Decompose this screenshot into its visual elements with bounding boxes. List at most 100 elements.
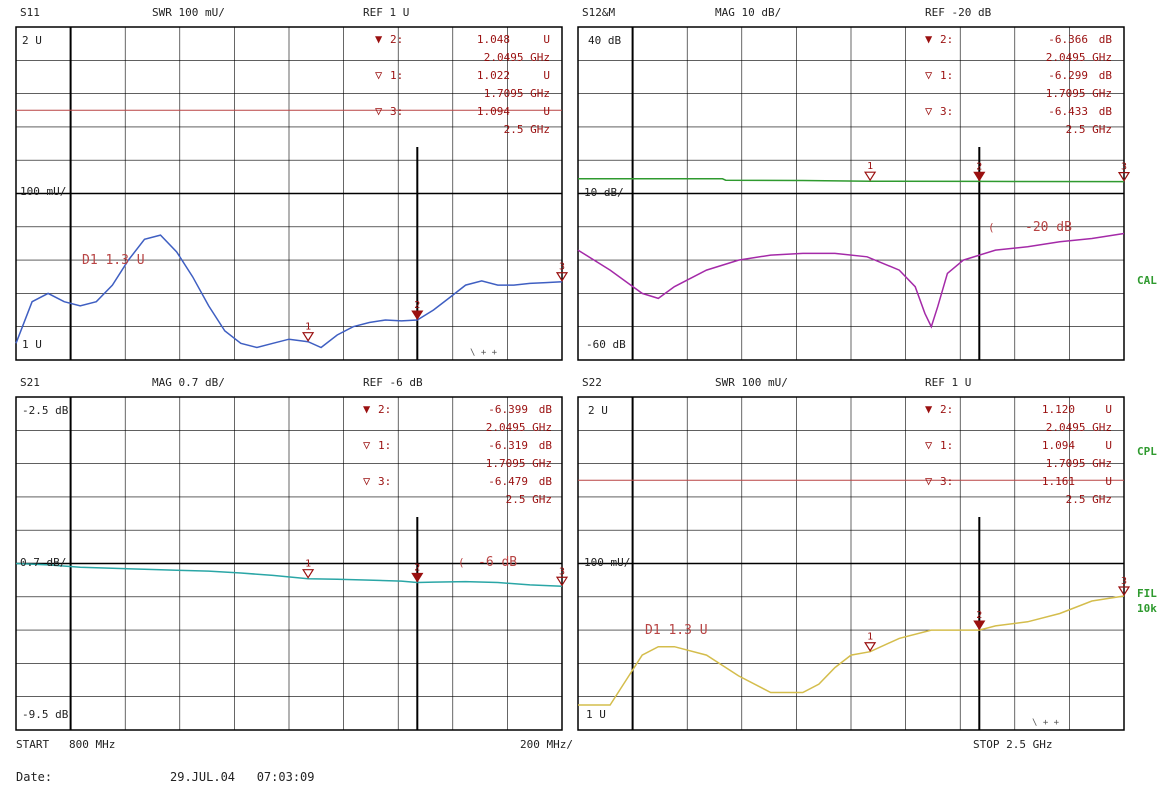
- footer: START 800 MHz 200 MHz/ STOP 2.5 GHz Date…: [16, 738, 1052, 784]
- s12-ref-arrow: (: [988, 221, 995, 234]
- s22-readout-label-3: 3:: [940, 475, 953, 488]
- s12-readout-value-2: -6.366: [1048, 33, 1088, 46]
- s22-panel: S22 SWR 100 mU/ REF 1 U 2 1 3 \ + + 2 U 100…: [577, 376, 1131, 731]
- s22-readout-unit-1: U: [1105, 439, 1112, 452]
- s21-format-label: MAG 0.7 dB/: [152, 376, 225, 389]
- s12-readout-unit-3: dB: [1099, 105, 1113, 118]
- s22-readout-freq-3: 2.5 GHz: [1066, 493, 1112, 506]
- s11-readout-label-3: 3:: [390, 105, 403, 118]
- s12-marker-3: [1117, 172, 1131, 182]
- s22-readout-label-2: 2:: [940, 403, 953, 416]
- s21-ref-label: REF -6 dB: [363, 376, 423, 389]
- s11-readout-unit-2: U: [543, 33, 550, 46]
- footer-stop-label: STOP 2.5 GHz: [973, 738, 1052, 751]
- s11-format-label: SWR 100 mU/: [152, 6, 225, 19]
- s11-marker-2: [411, 310, 424, 321]
- s12-readout-label-2: 2:: [940, 33, 953, 46]
- s11-readout-icon-2: ▼: [375, 32, 383, 46]
- s21-readout-icon-1: ▽: [363, 438, 371, 452]
- s11-limit-label: D1 1.3 U: [82, 253, 145, 268]
- s12-ref-level-label: -20 dB: [1025, 220, 1072, 235]
- s21-readout-freq-1: 1.7095 GHz: [486, 457, 552, 470]
- s21-readout-freq-3: 2.5 GHz: [506, 493, 552, 506]
- s22-readout-unit-3: U: [1105, 475, 1112, 488]
- s21-marker-1: [302, 569, 315, 579]
- s21-readout-value-1: -6.319: [488, 439, 528, 452]
- s22-channel-label: S22: [582, 376, 602, 389]
- s21-panel: S21 MAG 0.7 dB/ REF -6 dB 2 1 3 -2.5 dB 0.…: [15, 376, 569, 731]
- s11-status-glyphs: \ + +: [470, 348, 498, 358]
- footer-start-label: START 800 MHz: [16, 738, 115, 751]
- side-label-cpl: CPL: [1137, 445, 1157, 458]
- s11-panel: S11 SWR 100 mU/ REF 1 U 2 1 3 \ + + 2 U 100…: [15, 6, 569, 361]
- s22-limit-label: D1 1.3 U: [645, 623, 708, 638]
- s22-readout-freq-2: 2.0495 GHz: [1046, 421, 1112, 434]
- s21-marker-2: [411, 572, 424, 583]
- s12-readout-unit-2: dB: [1099, 33, 1113, 46]
- s11-readout-icon-1: ▽: [375, 68, 383, 82]
- s22-marker-number-3: 3: [1121, 576, 1127, 587]
- s12-trace-1: [578, 178, 1125, 183]
- s12-readout-icon-1: ▽: [925, 68, 933, 82]
- s12-readout-label-3: 3:: [940, 105, 953, 118]
- s11-marker-3: [555, 272, 569, 282]
- s22-marker-2: [973, 620, 986, 631]
- footer-date-label: Date:: [16, 770, 52, 784]
- s22-readout-value-1: 1.094: [1042, 439, 1075, 452]
- s21-marker-readout: ▼ 2: -6.399 dB 2.0495 GHz ▽ 1: -6.319 dB…: [363, 402, 552, 506]
- s12-ref-label: REF -20 dB: [925, 6, 992, 19]
- s21-readout-label-3: 3:: [378, 475, 391, 488]
- s22-status-glyphs: \ + +: [1032, 718, 1060, 728]
- s22-readout-freq-1: 1.7095 GHz: [1046, 457, 1112, 470]
- s11-marker-number-1: 1: [305, 322, 311, 333]
- s22-readout-unit-2: U: [1105, 403, 1112, 416]
- s12-panel: S12&M MAG 10 dB/ REF -20 dB 2 1 3 40 dB 10…: [577, 6, 1131, 361]
- s22-readout-icon-2: ▼: [925, 402, 933, 416]
- s11-y-bottom-label: 1 U: [22, 338, 42, 351]
- s22-marker-3: [1117, 586, 1131, 597]
- s12-trace-2: [577, 232, 1125, 329]
- s21-marker-number-1: 1: [305, 559, 311, 570]
- s22-readout-icon-3: ▽: [925, 474, 933, 488]
- s11-readout-unit-3: U: [543, 105, 550, 118]
- s22-readout-value-2: 1.120: [1042, 403, 1075, 416]
- s11-channel-label: S11: [20, 6, 40, 19]
- s22-trace-1: [578, 595, 1125, 706]
- s11-readout-freq-2: 2.0495 GHz: [484, 51, 550, 64]
- s11-readout-icon-3: ▽: [375, 104, 383, 118]
- footer-span-label: 200 MHz/: [520, 738, 573, 751]
- s12-y-mid-label: 10 dB/: [584, 186, 624, 199]
- s12-channel-label: S12&M: [582, 6, 615, 19]
- s22-marker-1: [864, 642, 877, 652]
- s22-readout-value-3: 1.161: [1042, 475, 1075, 488]
- s11-readout-value-2: 1.048: [477, 33, 510, 46]
- s12-marker-readout: ▼ 2: -6.366 dB 2.0495 GHz ▽ 1: -6.299 dB…: [925, 32, 1112, 136]
- s12-readout-freq-3: 2.5 GHz: [1066, 123, 1112, 136]
- s11-readout-value-3: 1.094: [477, 105, 510, 118]
- s11-ref-label: REF 1 U: [363, 6, 409, 19]
- s11-readout-label-2: 2:: [390, 33, 403, 46]
- s12-readout-icon-3: ▽: [925, 104, 933, 118]
- s21-readout-label-2: 2:: [378, 403, 391, 416]
- s21-readout-unit-2: dB: [539, 403, 553, 416]
- s12-readout-label-1: 1:: [940, 69, 953, 82]
- side-labels: CAL CPL FIL 10k: [1137, 274, 1157, 615]
- s22-plot: 2 1 3 \ + +: [577, 396, 1131, 731]
- s22-readout-label-1: 1:: [940, 439, 953, 452]
- s12-marker-2: [973, 171, 986, 182]
- s21-y-top-label: -2.5 dB: [22, 404, 69, 417]
- s11-y-top-label: 2 U: [22, 34, 42, 47]
- s11-readout-freq-3: 2.5 GHz: [504, 123, 550, 136]
- s12-marker-number-2: 2: [976, 161, 982, 172]
- s11-y-mid-label: 100 mU/: [20, 185, 66, 198]
- side-label-cal: CAL: [1137, 274, 1157, 287]
- s21-readout-unit-1: dB: [539, 439, 553, 452]
- s21-channel-label: S21: [20, 376, 40, 389]
- s12-readout-freq-2: 2.0495 GHz: [1046, 51, 1112, 64]
- s11-plot: 2 1 3 \ + +: [15, 26, 569, 361]
- s21-ref-arrow: (: [458, 556, 465, 569]
- s11-readout-unit-1: U: [543, 69, 550, 82]
- s21-ref-level-label: -6 dB: [478, 555, 517, 570]
- s12-plot: 2 1 3: [577, 26, 1131, 361]
